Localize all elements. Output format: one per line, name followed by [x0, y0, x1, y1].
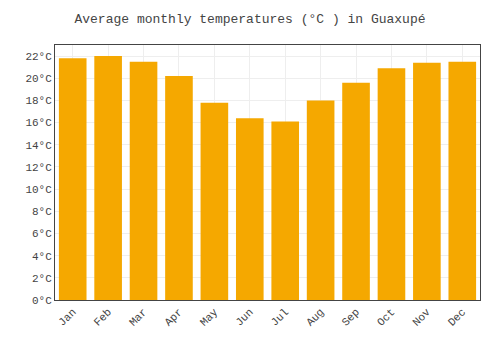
svg-text:16°C: 16°C: [25, 117, 52, 129]
svg-text:20°C: 20°C: [25, 73, 52, 85]
svg-text:8°C: 8°C: [32, 206, 52, 218]
svg-text:10°C: 10°C: [25, 184, 52, 196]
svg-text:Dec: Dec: [446, 306, 468, 328]
svg-text:12°C: 12°C: [25, 162, 52, 174]
svg-text:Mar: Mar: [127, 306, 149, 328]
svg-text:Jun: Jun: [233, 306, 255, 328]
svg-text:6°C: 6°C: [32, 228, 52, 240]
svg-text:Jul: Jul: [269, 306, 291, 328]
svg-text:0°C: 0°C: [32, 295, 52, 307]
svg-text:14°C: 14°C: [25, 140, 52, 152]
svg-text:Apr: Apr: [162, 306, 184, 328]
svg-text:Jan: Jan: [56, 306, 78, 328]
svg-text:2°C: 2°C: [32, 273, 52, 285]
svg-text:Feb: Feb: [92, 306, 114, 328]
svg-text:22°C: 22°C: [25, 51, 52, 63]
svg-text:18°C: 18°C: [25, 95, 52, 107]
svg-text:4°C: 4°C: [32, 251, 52, 263]
svg-text:Aug: Aug: [304, 306, 326, 328]
svg-text:May: May: [198, 306, 221, 329]
svg-text:Oct: Oct: [375, 306, 397, 328]
svg-text:Average monthly temperatures (: Average monthly temperatures (°C ) in Gu…: [74, 12, 425, 27]
svg-text:Nov: Nov: [410, 306, 433, 329]
svg-text:Sep: Sep: [340, 306, 362, 328]
